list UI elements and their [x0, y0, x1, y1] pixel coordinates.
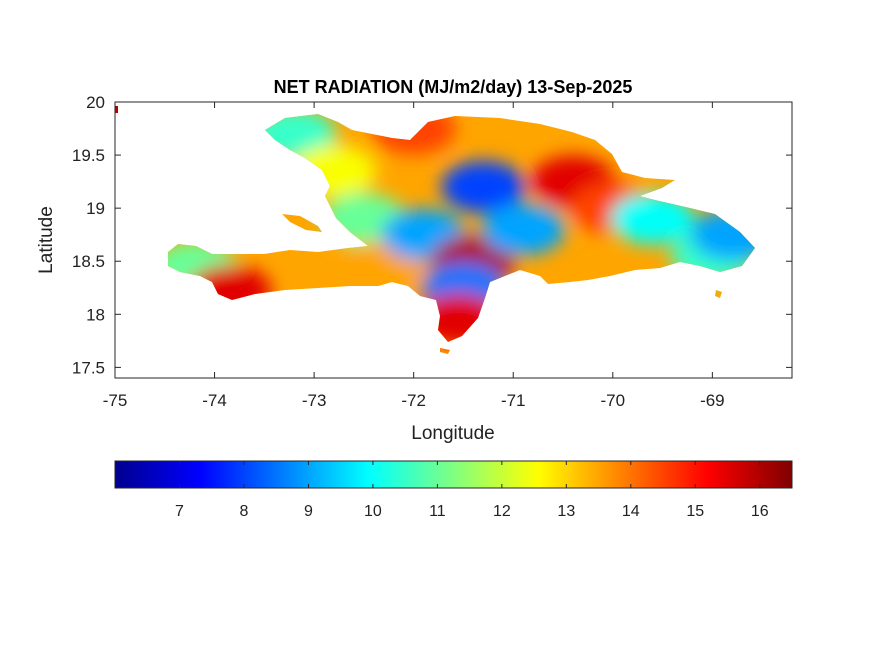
x-tick-label: -75 [103, 391, 128, 410]
colorbar-tick-label: 9 [304, 503, 313, 520]
colorbar-tick-label: 14 [622, 503, 640, 520]
x-tick-label: -69 [700, 391, 725, 410]
y-axis-label: Latitude [36, 206, 57, 274]
colorbar-tick-label: 15 [686, 503, 704, 520]
heatmap-cell-12 [481, 203, 566, 256]
y-tick-label: 18 [86, 305, 105, 324]
colorbar-ticks: 7 8 9 10 11 12 13 14 15 16 [175, 461, 769, 520]
x-axis-label: Longitude [411, 423, 494, 444]
colorbar-tick-label: 11 [429, 503, 446, 520]
x-axis: -75 -74 -73 -72 -71 -70 -69 [103, 102, 725, 410]
y-axis: 17.5 18 18.5 19 19.5 20 [72, 93, 792, 377]
colorbar-tick-label: 7 [175, 503, 184, 520]
heatmap-cell-8 [441, 160, 526, 213]
y-tick-label: 20 [86, 93, 105, 112]
colorbar-tick-label: 10 [364, 503, 382, 520]
x-tick-label: -73 [302, 391, 327, 410]
x-tick-label: -74 [202, 391, 227, 410]
x-tick-label: -70 [601, 391, 626, 410]
colorbar [114, 460, 793, 489]
heatmap-cell-15 [610, 192, 695, 245]
x-tick-label: -71 [501, 391, 526, 410]
colorbar-tick-label: 13 [557, 503, 575, 520]
islet-mark [115, 106, 118, 113]
x-tick-label: -72 [401, 391, 426, 410]
colorbar-tick-label: 8 [239, 503, 248, 520]
y-tick-label: 19.5 [72, 146, 105, 165]
y-tick-label: 18.5 [72, 252, 105, 271]
chart-title: NET RADIATION (MJ/m2/day) 13-Sep-2025 [274, 77, 633, 97]
y-tick-label: 19 [86, 199, 105, 218]
colorbar-tick-label: 16 [751, 503, 769, 520]
colorbar-tick-label: 12 [493, 503, 511, 520]
y-tick-label: 17.5 [72, 358, 105, 377]
